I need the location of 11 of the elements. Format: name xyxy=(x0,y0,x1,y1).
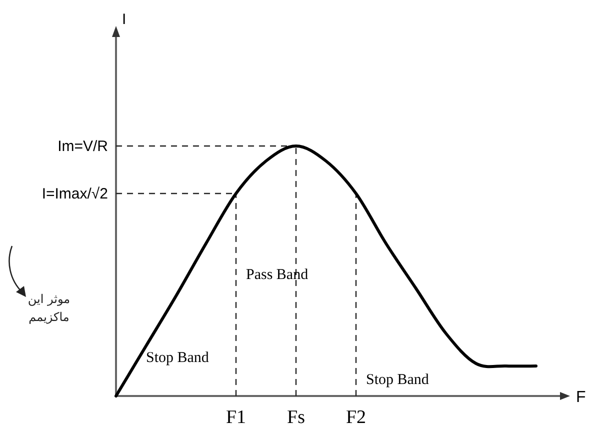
annotation: I xyxy=(122,11,126,28)
annotation: Pass Band xyxy=(246,267,308,283)
xtick: F1 xyxy=(226,407,246,428)
xlabel: F xyxy=(576,389,586,406)
annotation: Stop Band xyxy=(146,350,209,366)
annotation: موثر این ماکزیمم xyxy=(28,292,70,324)
ref-label: I=Imax/√2 xyxy=(42,186,108,202)
annotation: Stop Band xyxy=(366,372,429,388)
xtick: Fs xyxy=(287,407,305,428)
ref-label: Im=V/R xyxy=(58,138,108,155)
xtick: F2 xyxy=(346,407,366,428)
